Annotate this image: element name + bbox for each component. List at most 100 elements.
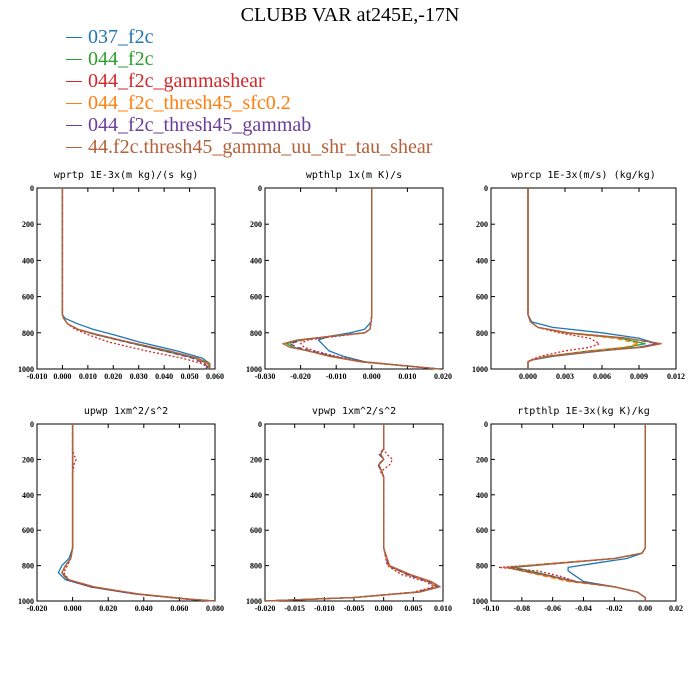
x-tick-label: 0.000 bbox=[363, 372, 381, 381]
series-line bbox=[61, 424, 216, 602]
x-tick-label: 0.020 bbox=[99, 604, 117, 613]
chart-title: rtpthlp 1E-3x(kg K)/kg bbox=[517, 406, 649, 417]
x-tick-label: -0.06 bbox=[544, 604, 561, 613]
series-line bbox=[61, 188, 211, 370]
legend-item: 044_f2c bbox=[66, 48, 432, 70]
chart-panel: rtpthlp 1E-3x(kg K)/kg -0.10 -0.08 -0.06 -0.… bbox=[472, 406, 683, 613]
y-tick-label: 800 bbox=[476, 562, 488, 571]
y-tick-label: 600 bbox=[476, 526, 488, 535]
y-tick-label: 800 bbox=[476, 329, 488, 338]
y-tick-label: 800 bbox=[250, 329, 262, 338]
y-tick-label: 600 bbox=[22, 526, 34, 535]
x-tick-label: -0.030 bbox=[255, 372, 276, 381]
legend-item: 037_f2c bbox=[66, 26, 432, 48]
y-tick-label: 1000 bbox=[246, 597, 262, 606]
series-line bbox=[282, 188, 440, 370]
x-tick-label: 0.060 bbox=[170, 604, 188, 613]
y-tick-label: 400 bbox=[22, 491, 34, 500]
plot-frame bbox=[490, 187, 677, 370]
x-tick-label: -0.005 bbox=[344, 604, 365, 613]
chart-panel: wprtp 1E-3x(m kg)/(s kg) -0.010 0.000 0.010… bbox=[18, 170, 224, 381]
figure-title: CLUBB VAR at245E,-17N bbox=[240, 4, 460, 26]
series-line bbox=[63, 424, 216, 602]
series-line bbox=[285, 188, 440, 370]
series-line bbox=[61, 188, 211, 370]
series-line bbox=[61, 424, 216, 602]
x-tick-label: 0.010 bbox=[79, 372, 97, 381]
x-tick-label: 0.012 bbox=[667, 372, 685, 381]
x-tick-label: -0.020 bbox=[255, 604, 276, 613]
series-line bbox=[567, 424, 646, 601]
y-tick-label: 1000 bbox=[472, 365, 488, 374]
plot-frame bbox=[36, 187, 216, 370]
x-tick-label: 0.003 bbox=[556, 372, 574, 381]
y-tick-label: 600 bbox=[250, 293, 262, 302]
y-tick-label: 0 bbox=[484, 184, 488, 193]
series-line bbox=[527, 188, 646, 369]
y-tick-label: 0 bbox=[258, 420, 262, 429]
y-tick-label: 1000 bbox=[472, 597, 488, 606]
y-tick-label: 800 bbox=[22, 329, 34, 338]
x-tick-label: 0.000 bbox=[519, 372, 537, 381]
plot-frame bbox=[490, 423, 677, 602]
chart-panel: vpwp 1xm^2/s^2 -0.020 -0.015 -0.010 -0.005 0.… bbox=[246, 406, 452, 613]
chart-title: vpwp 1xm^2/s^2 bbox=[312, 406, 396, 417]
series-line bbox=[264, 424, 441, 602]
y-tick-label: 0 bbox=[30, 184, 34, 193]
legend-label: 037_f2c bbox=[88, 26, 154, 48]
x-tick-label: 0.040 bbox=[155, 372, 173, 381]
y-tick-label: 800 bbox=[22, 562, 34, 571]
y-tick-label: 200 bbox=[476, 220, 488, 229]
x-tick-label: 0.02 bbox=[669, 604, 683, 613]
plot-frame bbox=[264, 187, 444, 370]
y-tick-label: 400 bbox=[250, 256, 262, 265]
y-tick-label: 0 bbox=[30, 420, 34, 429]
x-tick-label: -0.10 bbox=[483, 604, 500, 613]
x-tick-label: -0.015 bbox=[284, 604, 305, 613]
x-tick-label: -0.08 bbox=[513, 604, 530, 613]
series-line bbox=[61, 188, 211, 370]
x-tick-label: 0.005 bbox=[404, 604, 422, 613]
series-line bbox=[289, 188, 440, 370]
x-tick-label: 0.080 bbox=[206, 604, 224, 613]
y-tick-label: 200 bbox=[22, 455, 34, 464]
y-tick-label: 600 bbox=[476, 293, 488, 302]
y-tick-label: 800 bbox=[250, 562, 262, 571]
plot-frame bbox=[264, 423, 444, 602]
x-tick-label: -0.02 bbox=[606, 604, 623, 613]
y-tick-label: 400 bbox=[250, 491, 262, 500]
chart-title: wprtp 1E-3x(m kg)/(s kg) bbox=[54, 170, 199, 181]
x-tick-label: -0.010 bbox=[326, 372, 347, 381]
x-tick-label: 0.009 bbox=[630, 372, 648, 381]
y-tick-label: 200 bbox=[250, 220, 262, 229]
plot-frame bbox=[36, 423, 216, 602]
y-tick-label: 400 bbox=[22, 256, 34, 265]
y-tick-label: 1000 bbox=[18, 597, 34, 606]
y-tick-label: 1000 bbox=[246, 365, 262, 374]
x-tick-label: 0.020 bbox=[434, 372, 452, 381]
x-tick-label: 0.020 bbox=[104, 372, 122, 381]
x-tick-label: -0.020 bbox=[27, 604, 48, 613]
x-tick-label: 0.030 bbox=[130, 372, 148, 381]
series-line bbox=[508, 424, 646, 601]
x-tick-label: 0.000 bbox=[375, 604, 393, 613]
y-tick-label: 200 bbox=[476, 455, 488, 464]
legend-label: 044_f2c_thresh45_gammab bbox=[88, 114, 312, 136]
legend-label: 044_f2c_thresh45_sfc0.2 bbox=[88, 92, 291, 114]
series-line bbox=[527, 188, 601, 369]
chart-title: wprcp 1E-3x(m/s) (kg/kg) bbox=[511, 170, 656, 181]
legend-label: 044_f2c_gammashear bbox=[88, 70, 265, 92]
chart-panel: upwp 1xm^2/s^2 -0.020 0.000 0.020 0.040 0.060… bbox=[18, 406, 224, 613]
x-tick-label: -0.010 bbox=[27, 372, 48, 381]
series-line bbox=[527, 188, 662, 369]
legend-swatch bbox=[66, 102, 82, 104]
series-line bbox=[61, 188, 209, 369]
y-tick-label: 600 bbox=[250, 526, 262, 535]
chart-panel: wprcp 1E-3x(m/s) (kg/kg) 0.000 0.003 0.006 0… bbox=[472, 170, 685, 381]
x-tick-label: 0.050 bbox=[181, 372, 199, 381]
series-line bbox=[61, 188, 211, 370]
legend-item: 44.f2c.thresh45_gamma_uu_shr_tau_shear bbox=[66, 136, 432, 158]
legend-swatch bbox=[66, 36, 82, 38]
series-line bbox=[317, 188, 440, 370]
